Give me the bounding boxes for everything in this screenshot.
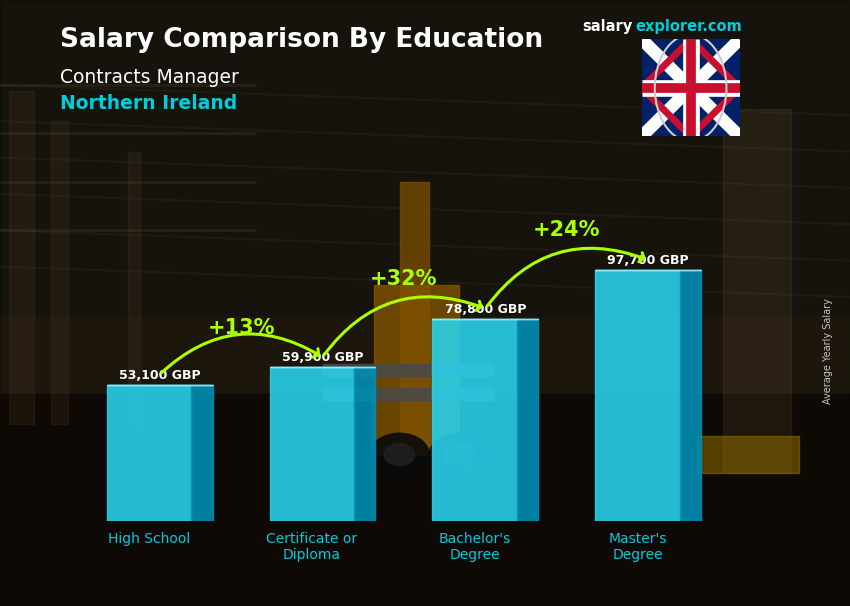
Circle shape [370,433,429,476]
Circle shape [384,444,415,465]
Polygon shape [354,367,376,521]
Polygon shape [680,270,701,521]
Bar [107,385,191,521]
Bar [269,367,354,521]
Bar [0,394,850,606]
Circle shape [444,444,474,465]
Text: Average Yearly Salary: Average Yearly Salary [823,299,833,404]
Bar [51,121,68,424]
Text: +24%: +24% [533,221,601,241]
Text: Northern Ireland: Northern Ireland [60,94,237,113]
Bar [595,270,680,521]
Bar [697,436,799,473]
Bar [0,0,850,315]
Text: +13%: +13% [207,318,275,338]
Text: Contracts Manager: Contracts Manager [60,68,238,87]
Text: +32%: +32% [371,269,438,289]
Circle shape [429,433,489,476]
Bar [8,91,34,424]
Text: 53,100 GBP: 53,100 GBP [119,368,201,382]
Polygon shape [191,385,212,521]
Bar [323,388,493,400]
Bar [374,285,459,454]
Bar [323,364,493,376]
Bar [433,319,517,521]
Bar [722,109,790,473]
Text: 97,700 GBP: 97,700 GBP [608,254,689,267]
Text: 59,900 GBP: 59,900 GBP [281,351,363,364]
Bar [128,152,140,424]
Polygon shape [517,319,538,521]
Text: Salary Comparison By Education: Salary Comparison By Education [60,27,542,53]
Text: salary: salary [582,19,632,35]
Text: 78,800 GBP: 78,800 GBP [445,303,526,316]
Text: explorer.com: explorer.com [635,19,742,35]
Bar [400,182,429,454]
